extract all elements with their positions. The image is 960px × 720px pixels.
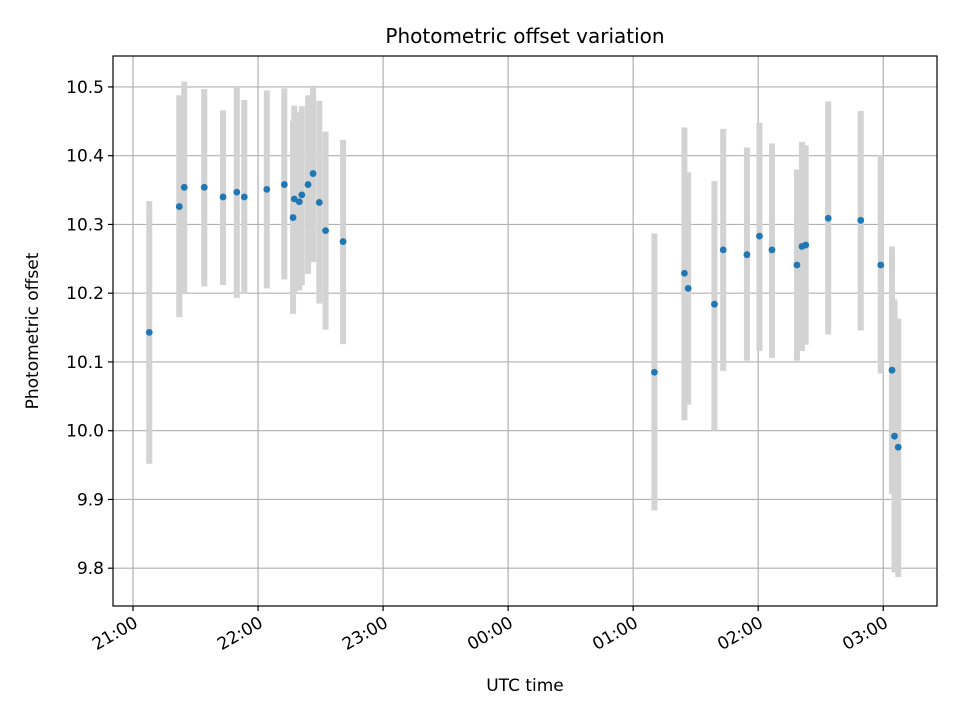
y-tick-label: 10.2	[66, 284, 104, 304]
data-point	[240, 193, 248, 201]
y-axis-title: Photometric offset	[23, 252, 43, 409]
data-point	[711, 300, 718, 308]
plot-frame	[112, 55, 938, 607]
data-point	[768, 246, 776, 254]
data-point	[219, 193, 227, 201]
data-point	[280, 181, 288, 188]
y-tick-label: 10.0	[66, 422, 104, 442]
data-point	[802, 241, 810, 249]
data-point	[295, 198, 303, 206]
x-axis-title: UTC time	[486, 676, 564, 696]
data-point	[309, 170, 317, 177]
data-point	[290, 195, 298, 203]
y-tick-label: 10.5	[66, 78, 104, 98]
data-point	[681, 269, 688, 277]
y-tick-label: 9.9	[77, 490, 104, 510]
data-point	[857, 216, 865, 224]
data-point	[145, 328, 153, 336]
data-point	[322, 227, 329, 235]
data-point	[756, 232, 763, 240]
y-tick-label: 10.1	[66, 353, 104, 373]
data-point	[175, 203, 183, 210]
data-point	[894, 443, 902, 451]
data-point	[684, 284, 692, 292]
data-point	[719, 246, 727, 254]
data-point	[793, 261, 801, 269]
y-tick-label: 10.3	[66, 215, 104, 235]
y-axis-ticks: 9.8 9.9 10.0 10.1 10.2 10.3 10.4 10.5	[66, 78, 113, 579]
data-point	[180, 183, 188, 191]
data-point	[233, 188, 241, 196]
data-point	[315, 199, 323, 206]
data-point	[888, 366, 896, 374]
data-point	[339, 238, 347, 246]
y-tick-label: 10.4	[66, 147, 104, 167]
data-point	[200, 183, 208, 191]
data-point	[824, 214, 832, 222]
data-point	[743, 251, 751, 259]
data-point	[289, 214, 297, 221]
data-point	[891, 432, 898, 440]
data-point	[298, 191, 306, 199]
data-point	[263, 185, 271, 193]
chart-title: Photometric offset variation	[385, 24, 664, 48]
y-tick-label: 9.8	[77, 559, 104, 579]
data-point	[651, 368, 658, 376]
data-points	[145, 170, 902, 451]
data-point	[877, 261, 885, 269]
data-point	[304, 181, 312, 188]
